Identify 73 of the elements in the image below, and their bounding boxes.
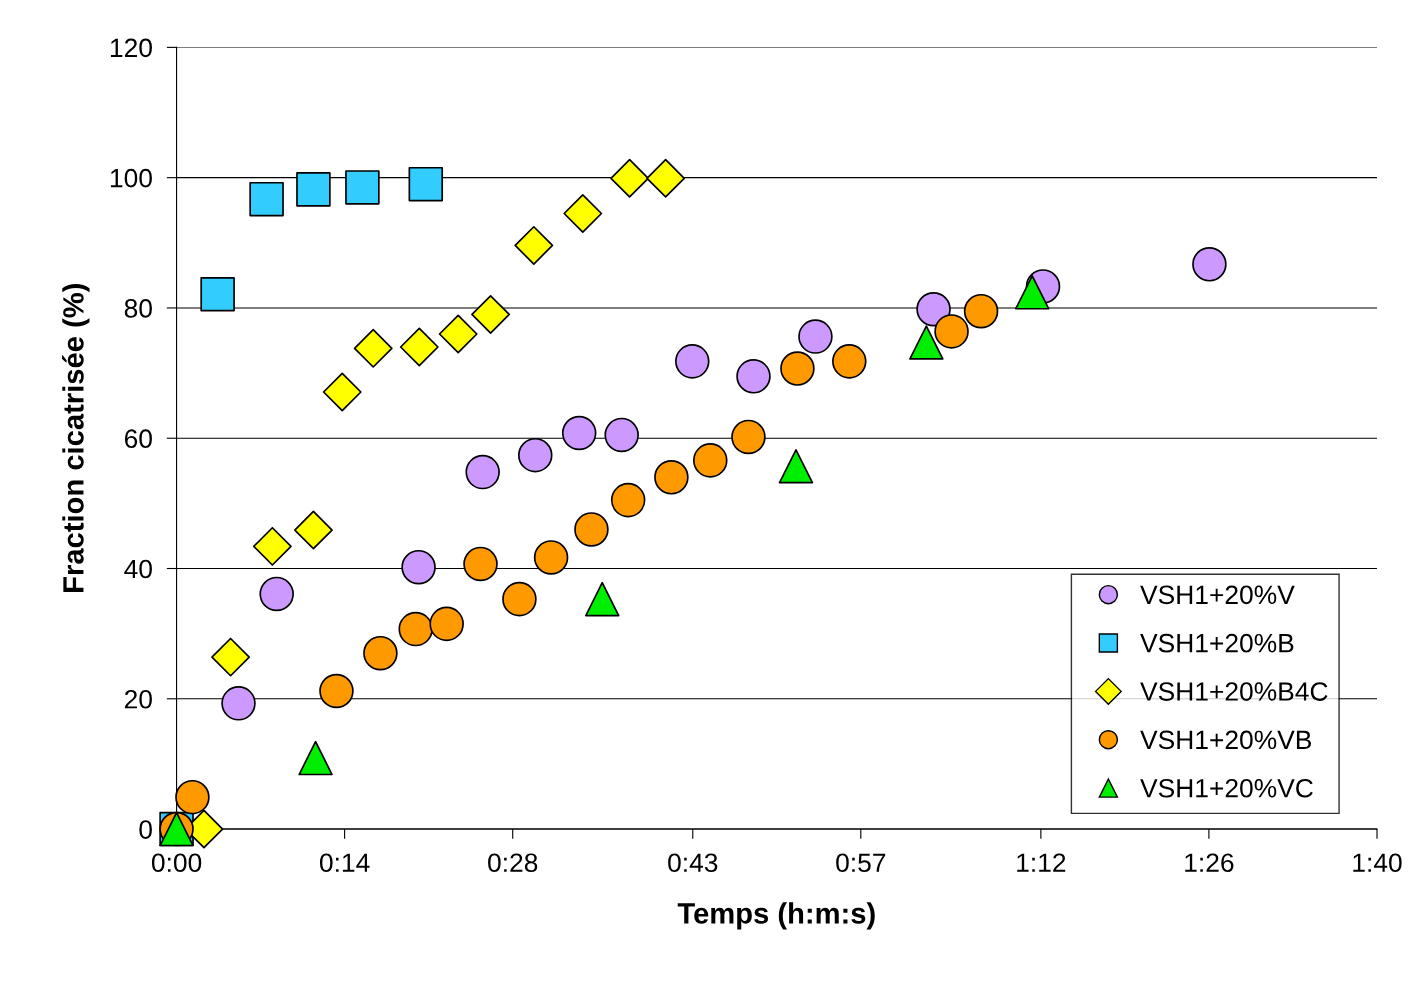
point [610, 482, 646, 518]
x-tick-label: 0:43 [668, 853, 718, 873]
point [693, 443, 728, 478]
point [604, 417, 639, 453]
point [401, 549, 436, 585]
point [561, 415, 597, 451]
y-tick-label: 100 [110, 168, 152, 188]
point [646, 158, 686, 198]
x-tick-label: 1:40 [1353, 853, 1402, 873]
point [322, 372, 362, 412]
y-tick-label: 120 [110, 38, 152, 58]
point [654, 460, 689, 495]
point [780, 351, 815, 386]
point [934, 314, 969, 349]
point [610, 158, 650, 198]
point [533, 540, 569, 575]
point [345, 170, 380, 205]
point [736, 359, 771, 394]
point [175, 779, 210, 815]
legend-label: VSH1+20%B4C [1140, 682, 1328, 701]
point [463, 546, 498, 582]
x-tick-label: 0:28 [488, 853, 538, 873]
point [563, 194, 603, 233]
x-tick-label: 0:00 [151, 853, 202, 873]
point [408, 166, 444, 202]
legend-label: VSH1+20%B [1140, 633, 1294, 653]
point [1014, 275, 1050, 310]
point [465, 454, 500, 490]
point [438, 314, 478, 354]
y-tick-label: 20 [124, 689, 152, 709]
point [221, 686, 256, 721]
y-tick-label: 80 [124, 299, 152, 318]
x-tick-label: 0:57 [836, 853, 886, 873]
point [259, 576, 294, 612]
point [798, 319, 833, 354]
legend-label: VSH1+20%V [1140, 585, 1295, 605]
point [252, 526, 292, 566]
point [1192, 247, 1227, 282]
point [398, 611, 433, 647]
point [832, 344, 867, 379]
point [574, 512, 609, 547]
point [584, 581, 620, 617]
y-axis-title: Fraction cicatrisée (%) [62, 284, 90, 592]
x-tick-label: 1:26 [1185, 853, 1234, 873]
y-tick-label: 0 [139, 820, 152, 839]
point [211, 637, 251, 677]
point [399, 327, 439, 367]
legend-label: VSH1+20%VB [1140, 730, 1311, 750]
point [778, 448, 814, 484]
point [293, 510, 333, 550]
point [353, 328, 393, 368]
point [675, 344, 710, 379]
point [731, 419, 766, 455]
point [296, 172, 331, 207]
point [963, 293, 999, 329]
point [916, 291, 951, 327]
point [363, 635, 398, 671]
point [249, 181, 284, 217]
point [502, 581, 537, 617]
point [514, 225, 554, 265]
legend-label: VSH1+20%VC [1140, 778, 1313, 798]
x-axis-title: Temps (h:m:s) [677, 902, 875, 930]
y-tick-label: 60 [124, 429, 152, 449]
x-tick-label: 1:12 [1017, 853, 1066, 872]
point [517, 437, 553, 473]
point [471, 294, 511, 334]
y-tick-label: 40 [124, 559, 152, 579]
point [429, 606, 464, 642]
point [298, 740, 333, 776]
point [200, 276, 235, 312]
point [909, 325, 944, 360]
point [319, 673, 354, 709]
x-tick-label: 0:14 [319, 853, 370, 873]
